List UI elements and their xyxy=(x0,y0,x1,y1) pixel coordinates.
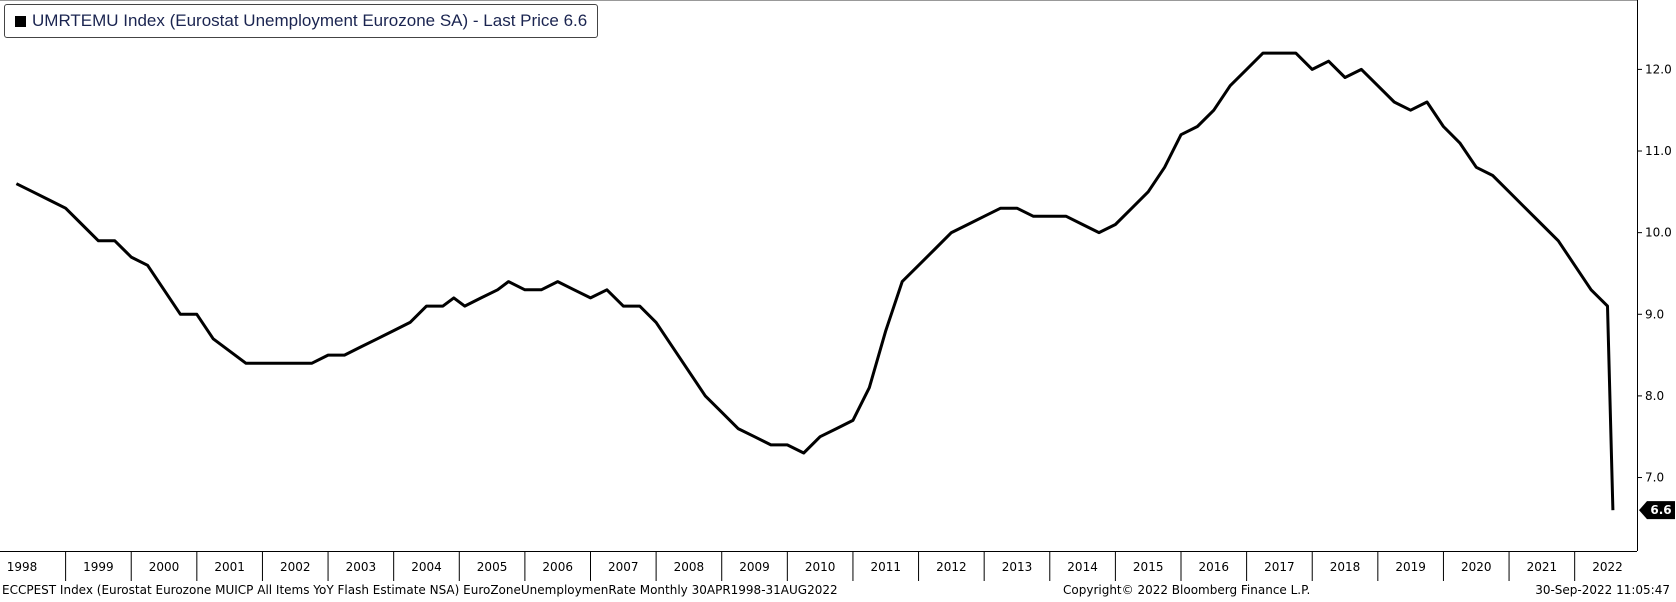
x-tick-label: 2009 xyxy=(739,560,770,574)
x-tick-label: 2014 xyxy=(1067,560,1098,574)
x-tick-label: 2006 xyxy=(542,560,573,574)
y-tick-label: 9.0 xyxy=(1645,307,1664,321)
x-axis-ticks: 1998 1999 2000 2001 2002 2003 2004 2005 2006 2007… xyxy=(7,551,1623,581)
legend-label: UMRTEMU Index (Eurostat Unemployment Eur… xyxy=(32,11,588,30)
last-price-badge-shape xyxy=(1639,501,1675,520)
chart-legend: UMRTEMU Index (Eurostat Unemployment Eur… xyxy=(4,4,599,38)
x-tick-label: 2018 xyxy=(1330,560,1361,574)
footer-source: ECCPEST Index (Eurostat Eurozone MUICP A… xyxy=(2,583,838,597)
y-tick-label: 8.0 xyxy=(1645,389,1664,403)
x-tick-label: 1999 xyxy=(83,560,114,574)
legend-swatch xyxy=(15,15,26,27)
y-tick-label: 11.0 xyxy=(1645,144,1672,158)
footer-copyright: Copyright© 2022 Bloomberg Finance L.P. xyxy=(1063,583,1311,597)
x-tick-label: 2004 xyxy=(411,560,442,574)
x-tick-label: 2000 xyxy=(149,560,180,574)
x-tick-label: 2005 xyxy=(477,560,508,574)
x-tick-label: 2017 xyxy=(1264,560,1295,574)
x-tick-label: 2022 xyxy=(1592,560,1623,574)
unemployment-series-line xyxy=(15,51,1615,511)
x-tick-label: 2019 xyxy=(1395,560,1426,574)
x-tick-label: 2021 xyxy=(1527,560,1558,574)
x-tick-label: 2016 xyxy=(1199,560,1230,574)
x-tick-label: 2007 xyxy=(608,560,639,574)
y-axis-ticks: 7.0 8.0 9.0 10.0 11.0 12.0 xyxy=(1637,62,1672,485)
x-tick-label: 2002 xyxy=(280,560,311,574)
x-tick-label: 2013 xyxy=(1002,560,1033,574)
y-tick-label: 12.0 xyxy=(1645,62,1672,76)
x-tick-label: 2003 xyxy=(346,560,377,574)
last-price-badge: 6.6 xyxy=(1639,501,1675,520)
x-tick-label: 2008 xyxy=(674,560,705,574)
x-tick-label: 2010 xyxy=(805,560,836,574)
x-tick-label: 2001 xyxy=(214,560,245,574)
x-tick-label: 2012 xyxy=(936,560,967,574)
footer-timestamp: 30-Sep-2022 11:05:47 xyxy=(1535,583,1670,597)
x-tick-label: 2015 xyxy=(1133,560,1164,574)
x-tick-label: 2020 xyxy=(1461,560,1492,574)
y-tick-label: 10.0 xyxy=(1645,226,1672,240)
last-price-value: 6.6 xyxy=(1650,503,1671,517)
y-tick-label: 7.0 xyxy=(1645,471,1664,485)
x-tick-label: 1998 xyxy=(7,560,38,574)
x-tick-label: 2011 xyxy=(870,560,901,574)
